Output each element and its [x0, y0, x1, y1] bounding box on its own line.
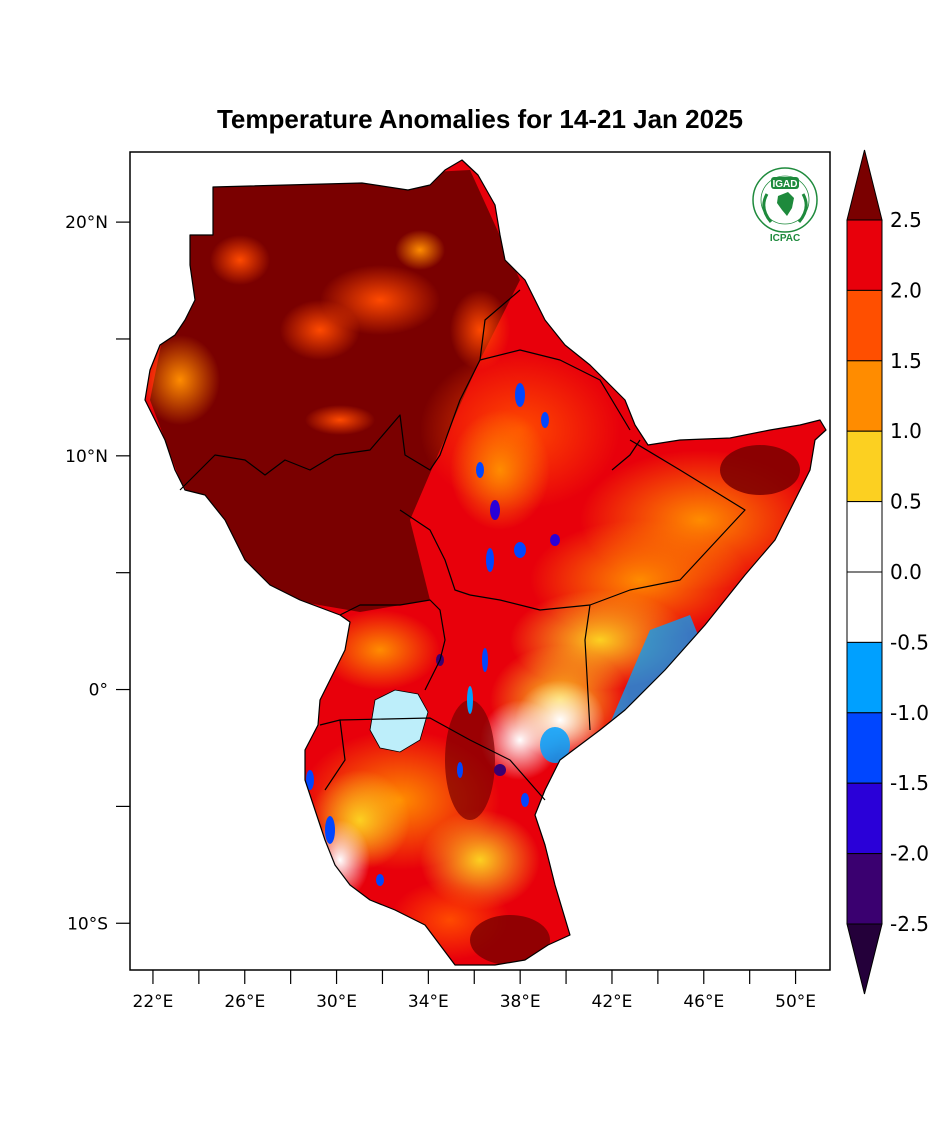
colorbar-label: -0.5: [890, 630, 929, 654]
colorbar-top-arrow: [846, 149, 883, 221]
colorbar-segment: [846, 571, 883, 643]
x-tick-label: 34°E: [408, 992, 449, 1012]
africa-icon: [777, 192, 794, 216]
colorbar-segment: [846, 853, 883, 925]
x-tick-label: 38°E: [500, 992, 541, 1012]
y-tick-label: 0°: [89, 681, 108, 701]
colorbar-label: 1.0: [890, 419, 922, 443]
x-tick-label: 42°E: [592, 992, 633, 1012]
colorbar-legend: 2.5 2.0 1.5 1.0 0.5 0.0 -0.5 -1.0 -1.5 -2.0 -2.5: [846, 149, 929, 995]
colorbar-label: 1.5: [890, 349, 922, 373]
y-tick-label: 10°S: [67, 914, 108, 934]
x-axis: 22°E 26°E 30°E 34°E 38°E 42°E 46°E 50°E: [133, 970, 816, 1012]
igad-icpac-logo: IGAD ICPAC: [752, 167, 818, 244]
colorbar-segment: [846, 782, 883, 855]
colorbar-label: -1.0: [890, 701, 929, 725]
x-tick-label: 46°E: [683, 992, 724, 1012]
colorbar-label: 2.0: [890, 278, 922, 302]
colorbar-segment: [846, 360, 883, 432]
map-title: Temperature Anomalies for 14-21 Jan 2025: [216, 104, 743, 134]
colorbar-bottom-arrow: [846, 923, 883, 995]
colorbar-segment: [846, 712, 883, 784]
y-tick-label: 10°N: [65, 447, 108, 467]
colorbar-label: -1.5: [890, 771, 929, 795]
y-tick-label: 20°N: [65, 213, 108, 233]
colorbar-segment: [846, 501, 883, 573]
y-axis: 20°N 10°N 0° 10°S: [65, 213, 130, 934]
colorbar-segment: [846, 289, 883, 362]
colorbar-label: 0.5: [890, 490, 922, 514]
x-tick-label: 30°E: [316, 992, 357, 1012]
laurel-icon: [762, 193, 808, 223]
x-tick-label: 26°E: [224, 992, 265, 1012]
x-tick-label: 22°E: [133, 992, 174, 1012]
colorbar-segment: [846, 430, 883, 503]
colorbar-label: 2.5: [890, 208, 922, 232]
colorbar-segment: [846, 219, 883, 291]
colorbar-segment: [846, 641, 883, 714]
country-boundaries: [144, 159, 827, 966]
logo-top-text: IGAD: [773, 179, 798, 190]
logo-bottom-text: ICPAC: [770, 233, 800, 244]
coastline-outline: [144, 159, 827, 966]
colorbar-label: 0.0: [890, 560, 922, 584]
x-tick-label: 50°E: [775, 992, 816, 1012]
colorbar-label: -2.0: [890, 842, 929, 866]
colorbar-label: -2.5: [890, 912, 929, 936]
